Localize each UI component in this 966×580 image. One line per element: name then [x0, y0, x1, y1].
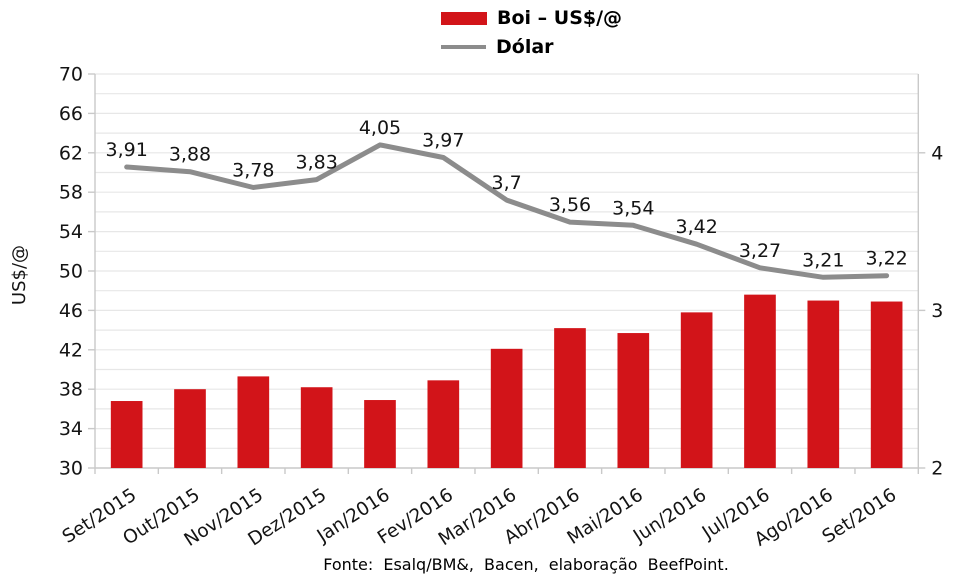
- dollar-line: [124, 142, 890, 280]
- source-note: Fonte: Esalq/BM&, Bacen, elaboração Beef…: [323, 555, 729, 574]
- legend-label-dolar: Dólar: [496, 36, 554, 58]
- bar: [744, 294, 776, 468]
- left-tick-label: 58: [59, 182, 83, 204]
- bar: [174, 389, 206, 468]
- legend-bar-swatch-icon: [441, 11, 487, 25]
- dollar-value-label: 4,05: [359, 117, 401, 139]
- bar: [870, 301, 903, 468]
- dollar-value-label: 3,91: [106, 139, 148, 161]
- left-tick-label: 50: [59, 261, 83, 283]
- legend-item-dolar: Dólar: [441, 36, 622, 58]
- left-tick-label: 62: [59, 142, 83, 164]
- dollar-value-label: 3,27: [739, 240, 781, 262]
- dollar-value-label: 3,7: [492, 172, 522, 194]
- right-tick-label: 2: [931, 458, 943, 480]
- bar: [427, 380, 460, 468]
- left-tick-label: 34: [59, 418, 83, 440]
- dollar-value-label: 3,22: [865, 248, 907, 270]
- bar: [490, 348, 523, 468]
- dollar-value-label: 3,78: [232, 159, 274, 181]
- dollar-value-label: 3,88: [169, 144, 211, 166]
- dollar-value-label: 3,56: [549, 194, 591, 216]
- bar: [617, 333, 650, 468]
- right-tick-label: 3: [931, 300, 943, 322]
- left-tick-label: 54: [59, 221, 83, 243]
- dollar-value-label: 3,97: [422, 130, 464, 152]
- dollar-value-label: 3,54: [612, 197, 654, 219]
- bar: [237, 376, 270, 468]
- left-tick-label: 38: [59, 379, 83, 401]
- right-tick-label: 4: [931, 142, 943, 164]
- bar: [364, 400, 396, 468]
- legend-line-swatch-icon: [441, 45, 486, 49]
- chart-legend: Boi – US$/@ Dólar: [441, 7, 622, 58]
- legend-label-boi: Boi – US$/@: [497, 7, 623, 29]
- dollar-value-label: 3,83: [296, 152, 338, 174]
- left-tick-label: 66: [59, 103, 83, 125]
- left-tick-label: 30: [59, 458, 83, 480]
- bar: [807, 300, 840, 468]
- dollar-value-label: 3,21: [802, 249, 844, 271]
- left-tick-label: 42: [59, 339, 83, 361]
- bar: [110, 401, 143, 468]
- bar: [680, 312, 713, 468]
- left-tick-label: 70: [59, 64, 83, 86]
- bar: [554, 328, 586, 468]
- bar: [300, 387, 333, 468]
- dollar-value-label: 3,42: [675, 216, 717, 238]
- legend-item-boi: Boi – US$/@: [441, 7, 622, 29]
- left-tick-label: 46: [59, 300, 83, 322]
